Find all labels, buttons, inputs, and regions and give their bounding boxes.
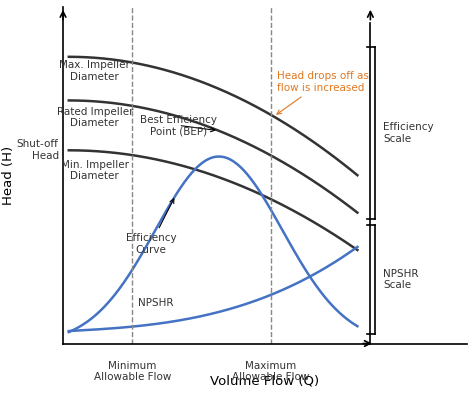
Text: Shut-off
Head: Shut-off Head — [17, 139, 59, 161]
Text: Head (H): Head (H) — [2, 146, 15, 205]
Text: Best Efficiency
Point (BEP): Best Efficiency Point (BEP) — [140, 115, 217, 136]
Text: Maximum
Allowable Flow: Maximum Allowable Flow — [232, 361, 310, 382]
Text: NPSHR
Scale: NPSHR Scale — [383, 269, 419, 290]
Text: Rated Impeller
Diameter: Rated Impeller Diameter — [56, 107, 133, 128]
Text: Min. Impeller
Diameter: Min. Impeller Diameter — [61, 160, 129, 181]
Text: Efficiency
Curve: Efficiency Curve — [126, 199, 176, 255]
Text: Minimum
Allowable Flow: Minimum Allowable Flow — [93, 361, 171, 382]
X-axis label: Volume Flow (Q): Volume Flow (Q) — [210, 374, 319, 387]
Text: NPSHR: NPSHR — [138, 298, 173, 308]
Text: Head drops off as
flow is increased: Head drops off as flow is increased — [277, 71, 368, 114]
Text: Efficiency
Scale: Efficiency Scale — [383, 123, 434, 144]
Text: Max. Impeller
Diameter: Max. Impeller Diameter — [59, 60, 130, 82]
